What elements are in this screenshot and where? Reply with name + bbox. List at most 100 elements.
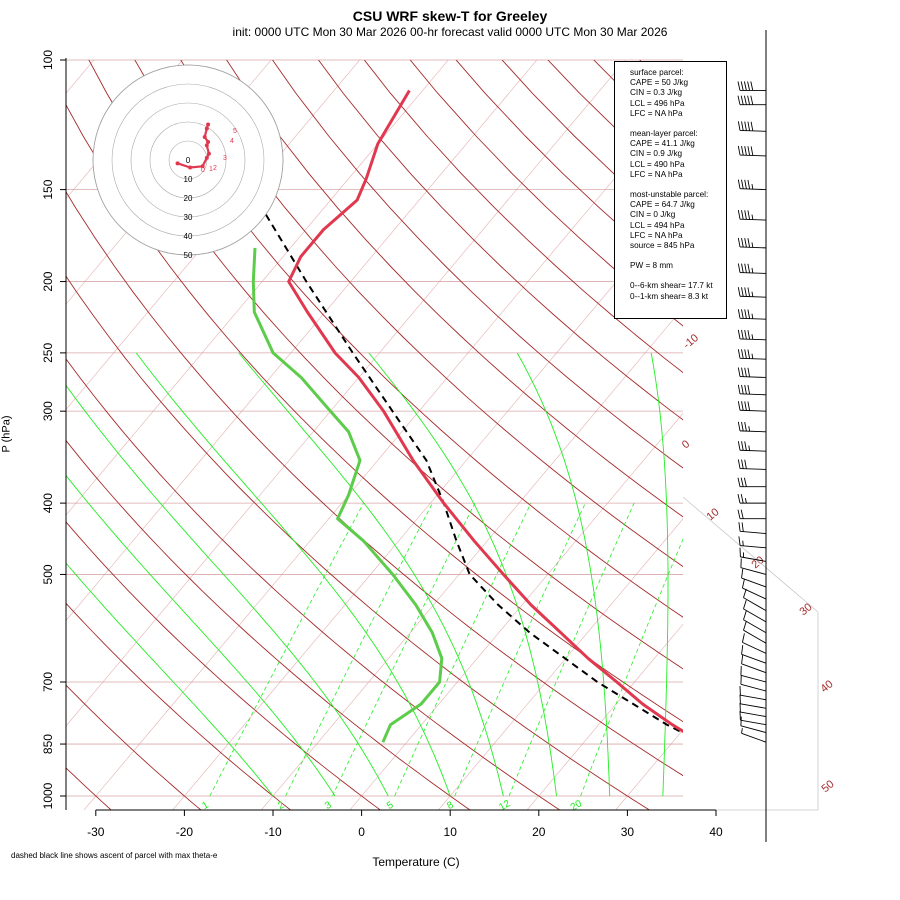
- wind-barb-feather: [743, 477, 747, 487]
- wind-barb: [737, 329, 767, 341]
- dry-adiabat-label: 10: [705, 506, 722, 523]
- wind-barb-feather: [741, 459, 744, 469]
- wind-barb: [737, 459, 767, 470]
- hodograph-point: [204, 143, 209, 148]
- moist-adiabat: [769, 353, 840, 796]
- most-unstable-parcel-line: CIN = 0 J/kg: [630, 210, 676, 220]
- wind-barb-feather: [744, 238, 747, 248]
- mixing-ratio-label: 2: [276, 799, 287, 812]
- wind-barb-feather: [737, 121, 741, 131]
- mixing-ratio-line: [580, 538, 683, 797]
- wind-barb-feather: [750, 95, 754, 105]
- shear-line: 0--1-km shear= 8.3 kt: [630, 291, 709, 301]
- wind-barb-staff: [740, 703, 767, 709]
- mean-layer-parcel-line: LFC = NA hPa: [630, 169, 683, 179]
- hodograph-ring-label: 30: [184, 213, 193, 222]
- moist-adiabat: [66, 562, 274, 797]
- wind-barb: [737, 401, 767, 412]
- wind-barb-staff: [740, 218, 767, 221]
- wind-barb-feather: [744, 401, 747, 411]
- wind-barb: [737, 237, 767, 249]
- wind-barb-feather: [747, 179, 751, 190]
- y-tick-label: 300: [41, 401, 55, 421]
- footnote: dashed black line shows ascent of parcel…: [11, 851, 218, 860]
- wind-barb-feather: [747, 330, 751, 340]
- surface-parcel-line: LCL = 496 hPa: [630, 98, 685, 108]
- wind-barb: [737, 287, 767, 298]
- mean-layer-parcel-line: CIN = 0.9 J/kg: [630, 149, 683, 159]
- hodograph-ring-label: 0: [186, 156, 191, 165]
- most-unstable-parcel-line: LFC = NA hPa: [630, 230, 683, 240]
- wind-barb-feather: [737, 81, 741, 91]
- y-tick-label: 1000: [41, 782, 55, 809]
- wind-barb: [740, 716, 767, 734]
- most-unstable-parcel-line: CAPE = 64.7 J/kg: [630, 200, 695, 210]
- y-tick-label: 400: [41, 493, 55, 513]
- x-tick-label: 0: [358, 825, 365, 839]
- moist-adiabat: [135, 352, 451, 797]
- chart-subtitle: init: 0000 UTC Mon 30 Mar 2026 00-hr for…: [232, 25, 668, 39]
- isotherm-line: [66, 60, 449, 516]
- wind-barb-feather: [740, 95, 744, 105]
- wind-barb: [739, 686, 767, 701]
- isotherm-line: [791, 26, 900, 811]
- isotherm-line: [66, 60, 538, 621]
- mean-layer-parcel-line: CAPE = 41.1 J/kg: [630, 139, 695, 149]
- wind-barb-feather: [747, 385, 751, 395]
- wind-barb-feather: [747, 238, 751, 248]
- wind-barb-feather: [747, 81, 751, 91]
- wind-barb-staff: [740, 694, 767, 701]
- dry-adiabat: [66, 602, 292, 810]
- wind-barb-feather: [744, 349, 747, 359]
- x-tick-label: -30: [87, 825, 105, 839]
- wind-barb-feather: [741, 421, 744, 432]
- wind-barb-half-feather: [751, 242, 754, 248]
- parcel-info-box: surface parcel: CAPE = 50 J/kg CIN = 0.3 J…: [614, 61, 727, 319]
- y-tick-label: 200: [41, 271, 55, 291]
- wind-barb: [743, 610, 767, 634]
- wind-barb-feather: [750, 81, 754, 91]
- wind-barb-staff: [740, 556, 767, 562]
- wind-barb-feather: [744, 287, 747, 297]
- wind-barb: [737, 509, 766, 520]
- wind-barb: [737, 421, 767, 433]
- surface-parcel-line: surface parcel:: [630, 68, 684, 77]
- dry-adiabat: [66, 275, 651, 810]
- wind-barb-feather: [744, 309, 747, 319]
- hodograph-ring: [130, 102, 246, 218]
- wind-barb-feather: [737, 287, 741, 297]
- wind-barb-feather: [743, 599, 747, 610]
- shear-info: 0--6-km shear= 17.7 kt 0--1-km shear= 8.3…: [630, 281, 726, 301]
- sounding-profiles: [173, 89, 683, 743]
- wind-barb-staff: [740, 530, 767, 535]
- wind-barb-staff: [741, 663, 767, 674]
- hodograph-point: [206, 140, 211, 145]
- dry-adiabat: [66, 190, 683, 777]
- x-tick-label: 10: [444, 825, 458, 839]
- mixing-ratio-lines: [209, 502, 683, 797]
- wind-barb-feather: [741, 349, 744, 359]
- wind-barb-feather: [737, 421, 741, 431]
- wind-barb-feather: [747, 349, 751, 359]
- hodograph-point: [204, 126, 209, 131]
- dry-adiabat: [363, 60, 683, 374]
- isotherm-line: [66, 60, 626, 727]
- wind-barb: [738, 536, 767, 549]
- hodograph-ring: [149, 121, 227, 199]
- wind-barb: [741, 728, 767, 743]
- wind-barb-feather: [741, 654, 744, 664]
- x-axis-label: Temperature (C): [372, 855, 460, 869]
- isotherm-line: [172, 201, 683, 810]
- wind-barb-feather: [747, 263, 751, 273]
- x-tick-label: -10: [264, 825, 282, 839]
- wind-barb-staff: [740, 468, 767, 470]
- hodograph-ring-label: 10: [184, 175, 193, 184]
- wind-barb: [739, 547, 767, 562]
- dewpoint-line: [251, 247, 444, 743]
- wind-barb-feather: [740, 477, 744, 487]
- wind-barb: [737, 121, 767, 132]
- wind-barb-feather: [747, 146, 751, 156]
- wind-barb-staff: [740, 674, 767, 683]
- wind-barb-staff: [740, 154, 767, 157]
